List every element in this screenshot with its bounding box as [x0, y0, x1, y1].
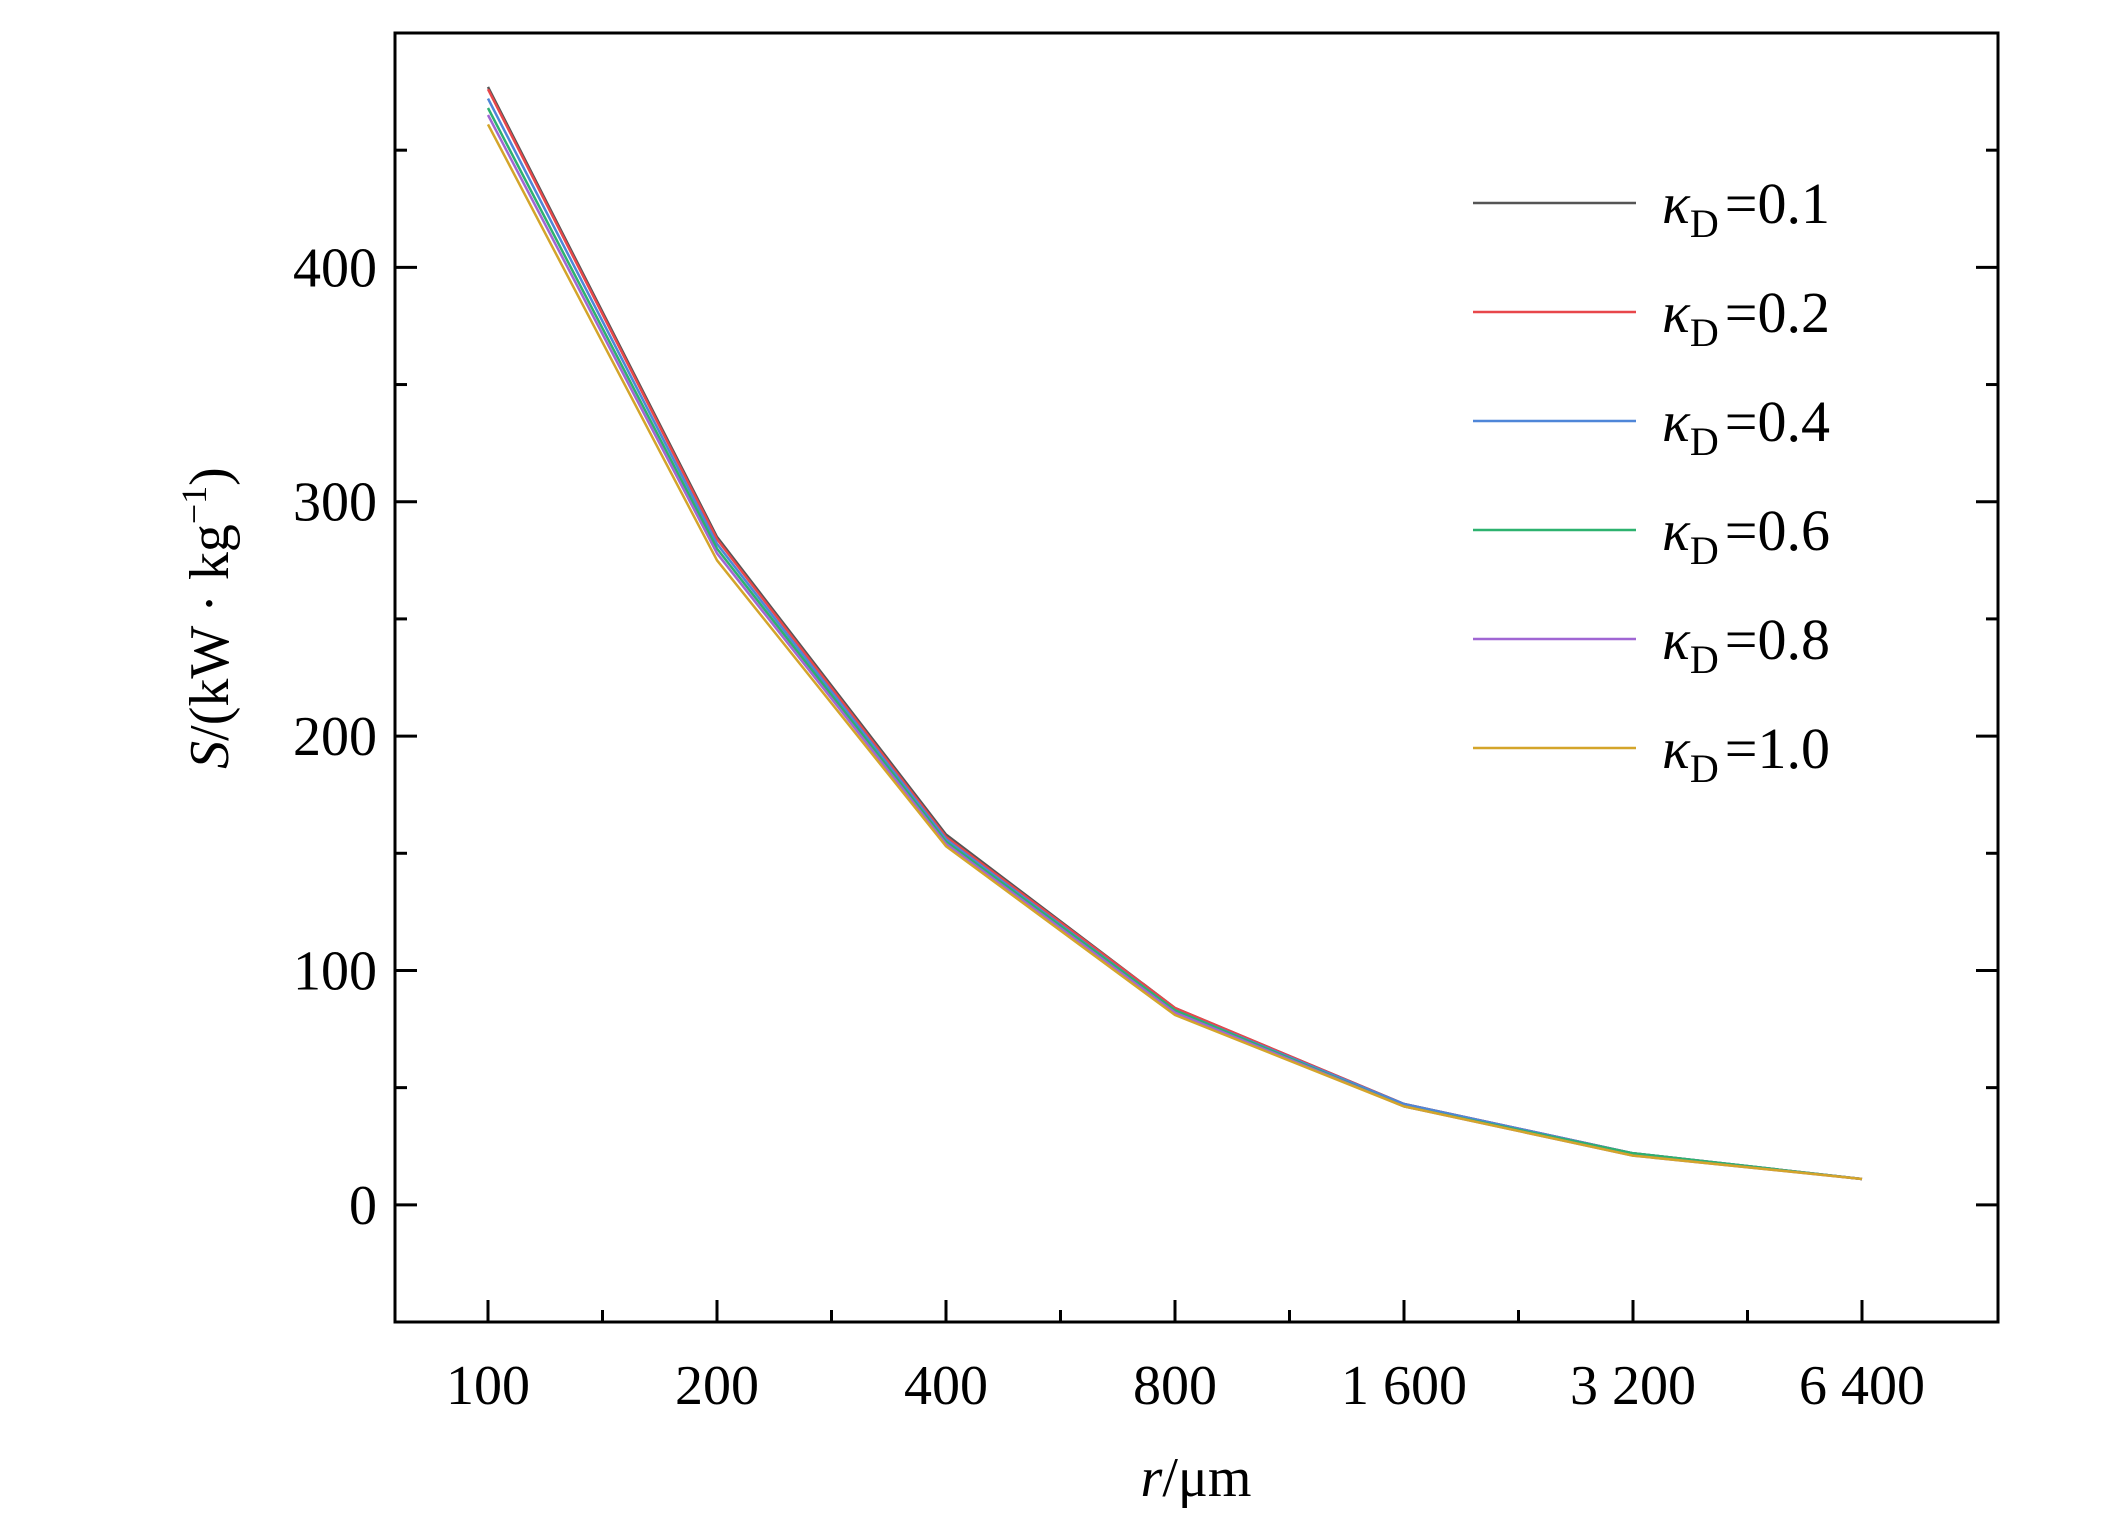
legend-label: κD =0.4 — [1662, 389, 1830, 464]
legend-item: κD =0.1 — [1473, 171, 1830, 246]
legend-item: κD =0.2 — [1473, 280, 1830, 355]
legend-label: κD =1.0 — [1662, 716, 1830, 791]
series-lines — [486, 86, 1863, 1181]
y-tick-label: 400 — [293, 237, 377, 299]
x-axis-label: r/μm — [1141, 1447, 1252, 1509]
x-tick-label: 800 — [1133, 1355, 1217, 1417]
legend: κD =0.1 κD =0.2 κD =0.4 κD =0.6 κD =0.8 κD =1.0 — [1473, 171, 1830, 791]
series-line — [486, 107, 1863, 1181]
legend-item: κD =0.4 — [1473, 389, 1830, 464]
plot-frame — [393, 31, 2000, 1324]
legend-item: κD =1.0 — [1473, 716, 1830, 791]
legend-label: κD =0.8 — [1662, 607, 1830, 682]
y-tick-label: 300 — [293, 472, 377, 534]
x-tick-label: 400 — [904, 1355, 988, 1417]
series-line — [486, 114, 1863, 1181]
legend-item: κD =0.8 — [1473, 607, 1830, 682]
x-tick-label: 6 400 — [1799, 1355, 1925, 1417]
series-line — [486, 98, 1863, 1181]
x-tick-label: 200 — [675, 1355, 759, 1417]
legend-label: κD =0.6 — [1662, 498, 1830, 573]
series-line — [486, 123, 1863, 1181]
y-tick-label: 200 — [293, 706, 377, 768]
y-axis-label: S/(kW · kg−1) — [174, 467, 241, 769]
tick-labels: 100 200 400 800 1 600 3 200 6 400 0 100 200 300 400 — [293, 237, 1925, 1417]
y-tick-label: 0 — [349, 1175, 377, 1237]
x-tick-label: 1 600 — [1341, 1355, 1467, 1417]
legend-label: κD =0.1 — [1662, 171, 1830, 246]
x-tick-label: 100 — [446, 1355, 530, 1417]
x-tick-label: 3 200 — [1570, 1355, 1696, 1417]
legend-label: κD =0.2 — [1662, 280, 1830, 355]
legend-item: κD =0.6 — [1473, 498, 1830, 573]
y-tick-label: 100 — [293, 940, 377, 1002]
ticks — [395, 31, 1998, 1324]
